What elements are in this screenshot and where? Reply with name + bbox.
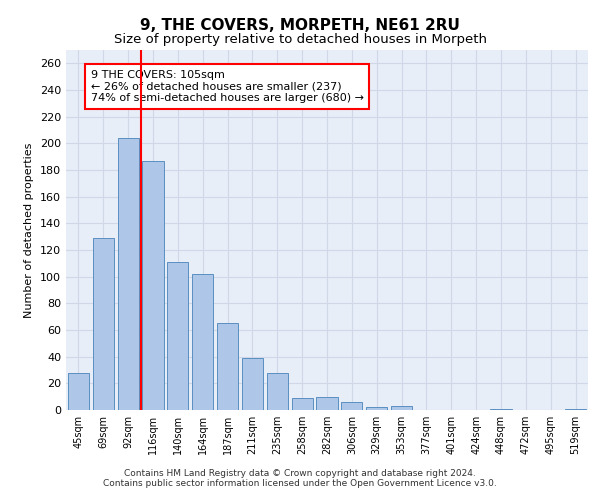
Bar (267, 372, 288, 410)
Bar (490, 408, 512, 410)
Bar (316, 396, 338, 410)
Text: Contains public sector information licensed under the Open Government Licence v3: Contains public sector information licen… (103, 478, 497, 488)
Bar (242, 358, 263, 410)
Bar (167, 262, 188, 410)
Bar (366, 408, 387, 410)
Bar (391, 406, 412, 410)
Bar (118, 138, 139, 410)
Text: Size of property relative to detached houses in Morpeth: Size of property relative to detached ho… (113, 32, 487, 46)
Bar (341, 402, 362, 410)
Bar (565, 408, 586, 410)
Bar (217, 324, 238, 410)
Text: Contains HM Land Registry data © Crown copyright and database right 2024.: Contains HM Land Registry data © Crown c… (124, 468, 476, 477)
Bar (292, 398, 313, 410)
Text: 9, THE COVERS, MORPETH, NE61 2RU: 9, THE COVERS, MORPETH, NE61 2RU (140, 18, 460, 32)
Bar (68, 372, 89, 410)
Bar (192, 274, 213, 410)
Bar (142, 160, 164, 410)
Text: 9 THE COVERS: 105sqm
← 26% of detached houses are smaller (237)
74% of semi-deta: 9 THE COVERS: 105sqm ← 26% of detached h… (91, 70, 364, 103)
Bar (93, 238, 114, 410)
Y-axis label: Number of detached properties: Number of detached properties (25, 142, 34, 318)
